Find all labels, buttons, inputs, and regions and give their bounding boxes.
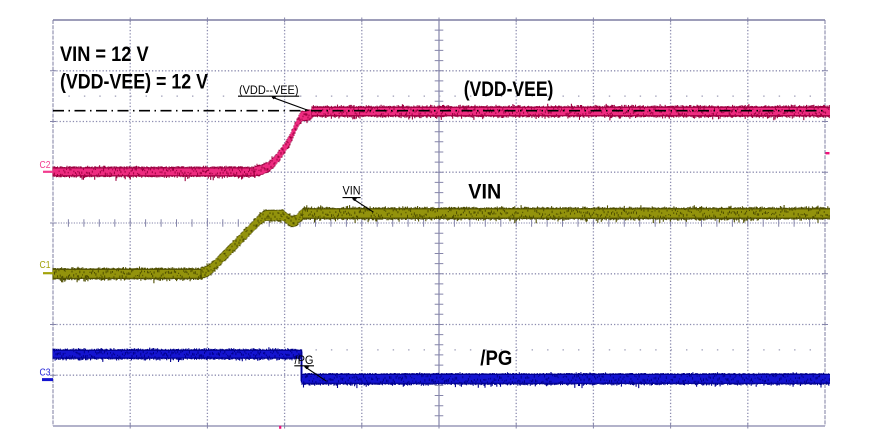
svg-text:C3: C3 <box>40 367 51 379</box>
svg-text:C2: C2 <box>40 159 51 171</box>
svg-text:C1: C1 <box>40 259 51 271</box>
svg-text:VIN = 12 V: VIN = 12 V <box>60 43 149 66</box>
svg-text:VIN: VIN <box>343 186 361 198</box>
svg-text:VIN: VIN <box>468 180 501 203</box>
svg-text:(VDD-VEE) = 12 V: (VDD-VEE) = 12 V <box>60 70 208 93</box>
svg-text:(VDD-VEE): (VDD-VEE) <box>464 78 554 101</box>
svg-text:/PG: /PG <box>480 347 512 370</box>
svg-text:/PG: /PG <box>295 355 314 367</box>
svg-text:(VDD--VEE): (VDD--VEE) <box>239 85 299 97</box>
